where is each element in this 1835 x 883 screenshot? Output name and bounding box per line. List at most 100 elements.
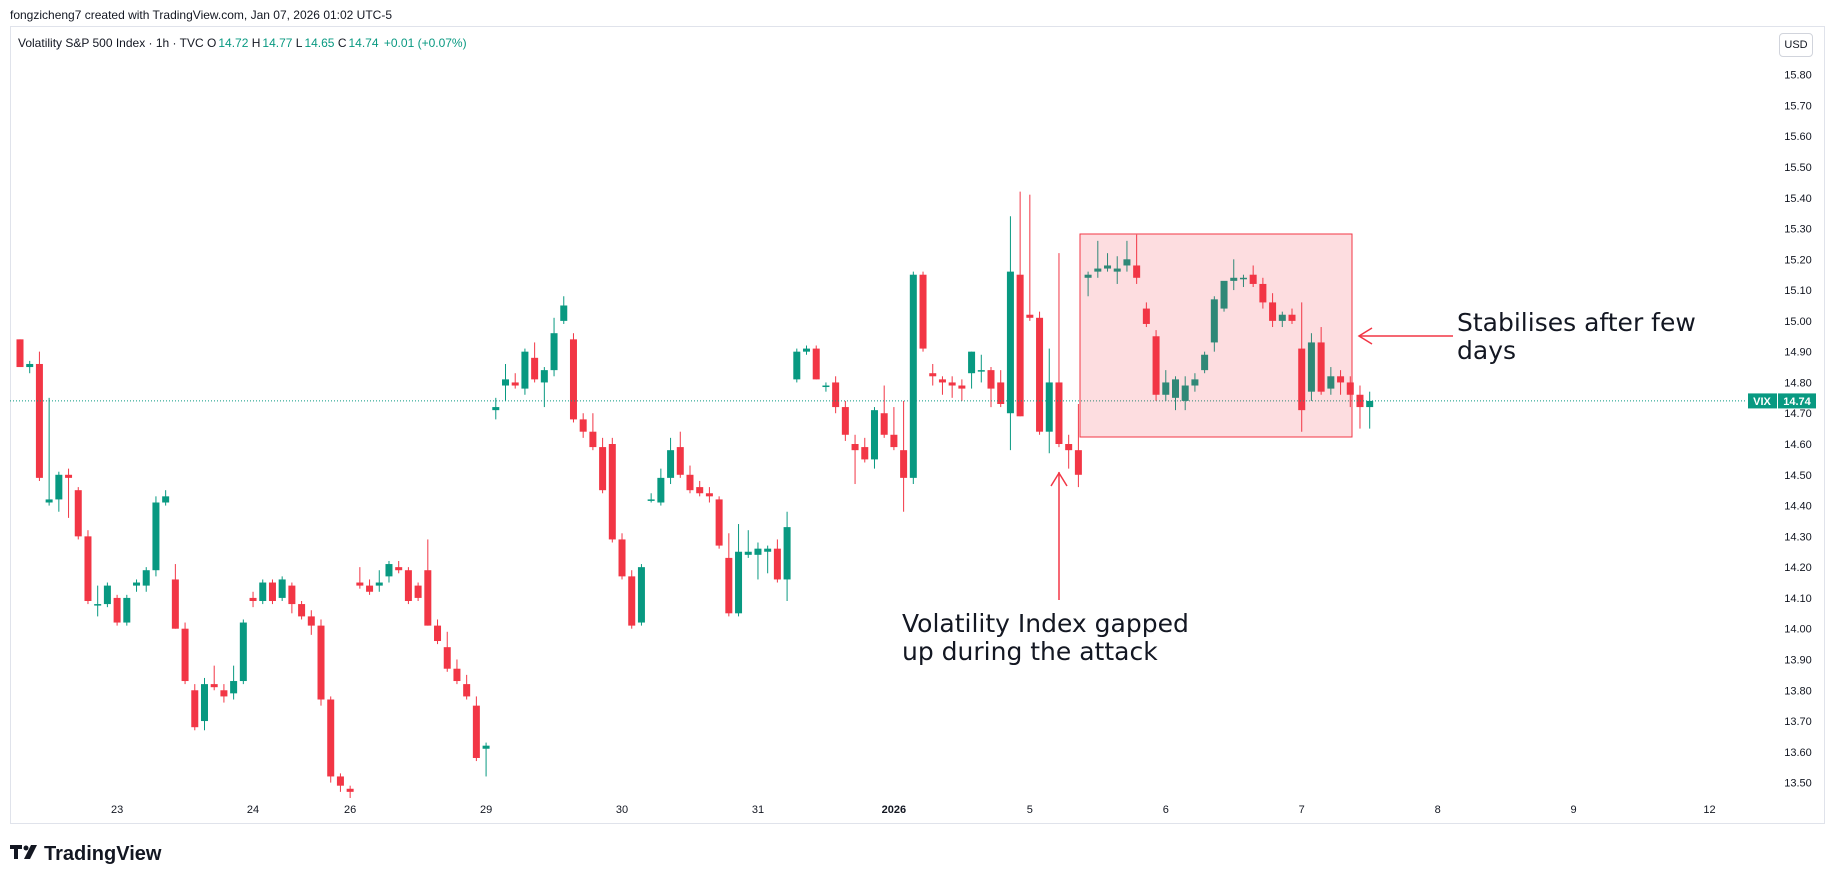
candle[interactable] [628, 570, 636, 629]
candle[interactable] [531, 342, 539, 383]
candle[interactable] [268, 579, 276, 605]
candle[interactable] [230, 665, 238, 700]
candle[interactable] [938, 376, 946, 395]
candle[interactable] [1249, 265, 1257, 288]
candle[interactable] [35, 351, 43, 481]
candle[interactable] [181, 622, 189, 685]
candle[interactable] [1123, 240, 1131, 272]
candle[interactable] [26, 360, 34, 374]
candle[interactable] [1036, 311, 1044, 435]
candle[interactable] [1346, 376, 1354, 408]
symbol-legend[interactable]: Volatility S&P 500 Index · 1h · TVC O 14.… [18, 36, 467, 50]
candle[interactable] [1113, 256, 1121, 284]
candle[interactable] [434, 619, 442, 645]
candle[interactable] [278, 576, 286, 601]
consolidation-box[interactable] [1079, 233, 1353, 438]
candle[interactable] [1210, 296, 1218, 352]
candle[interactable] [327, 696, 335, 783]
candle[interactable] [851, 434, 859, 485]
candle[interactable] [550, 317, 558, 377]
candle[interactable] [1259, 277, 1267, 309]
candle[interactable] [618, 533, 626, 580]
candle[interactable] [1298, 302, 1306, 432]
candle[interactable] [744, 530, 752, 558]
candle[interactable] [1055, 253, 1063, 448]
candle[interactable] [773, 539, 781, 583]
candle[interactable] [1094, 240, 1102, 278]
candle[interactable] [589, 413, 597, 451]
currency-button[interactable]: USD [1779, 33, 1813, 57]
candle[interactable] [968, 351, 976, 389]
candle[interactable] [735, 524, 743, 617]
candle[interactable] [443, 631, 451, 672]
candle[interactable] [822, 382, 830, 392]
candle[interactable] [1239, 274, 1247, 288]
candle[interactable] [1191, 373, 1199, 392]
candle[interactable] [861, 437, 869, 463]
candle[interactable] [997, 370, 1005, 408]
candle[interactable] [803, 345, 811, 355]
candle[interactable] [385, 560, 393, 583]
candle[interactable] [463, 674, 471, 700]
candle[interactable] [152, 496, 160, 577]
candle[interactable] [599, 437, 607, 494]
candle[interactable] [1084, 271, 1092, 297]
candle[interactable] [317, 619, 325, 706]
candle[interactable] [832, 376, 840, 414]
candle[interactable] [841, 400, 849, 441]
box-note-line1[interactable]: Stabilises after few [1457, 308, 1696, 337]
candle[interactable] [55, 471, 63, 512]
candle[interactable] [200, 677, 208, 731]
candle[interactable] [1366, 391, 1374, 429]
candle[interactable] [1016, 191, 1024, 417]
candle[interactable] [502, 363, 509, 401]
candle[interactable] [919, 271, 927, 352]
candle[interactable] [94, 585, 102, 617]
candle[interactable] [890, 407, 898, 451]
candle[interactable] [696, 480, 704, 497]
candle[interactable] [1356, 385, 1364, 429]
candle[interactable] [133, 579, 141, 592]
candle[interactable] [647, 493, 655, 503]
candle[interactable] [560, 296, 568, 324]
candle[interactable] [1006, 216, 1014, 451]
candle[interactable] [45, 397, 53, 506]
candle[interactable] [637, 564, 645, 626]
candle[interactable] [249, 591, 257, 608]
candle[interactable] [715, 496, 723, 549]
candle[interactable] [958, 379, 966, 401]
candle[interactable] [395, 560, 403, 574]
candle[interactable] [482, 742, 490, 777]
arrow-left-annotation[interactable] [1357, 327, 1453, 345]
candle[interactable] [1181, 376, 1189, 411]
candle[interactable] [1171, 376, 1179, 411]
candle[interactable] [259, 579, 267, 605]
candle[interactable] [579, 413, 587, 438]
candle[interactable] [1327, 367, 1335, 395]
candle[interactable] [540, 367, 548, 408]
candle[interactable] [1201, 351, 1209, 374]
candle[interactable] [142, 567, 150, 592]
candle[interactable] [783, 511, 791, 601]
candle[interactable] [375, 570, 383, 592]
candle[interactable] [1278, 311, 1286, 328]
candle[interactable] [977, 354, 985, 383]
candle[interactable] [1074, 403, 1082, 488]
candle[interactable] [210, 665, 218, 691]
candle[interactable] [366, 579, 374, 595]
candle[interactable] [424, 539, 432, 626]
candle[interactable] [1142, 302, 1150, 328]
candle[interactable] [103, 582, 111, 608]
candle[interactable] [754, 542, 762, 580]
candle[interactable] [900, 400, 908, 512]
candle[interactable] [948, 376, 956, 398]
candle[interactable] [298, 600, 306, 620]
candle[interactable] [1230, 259, 1238, 291]
candle[interactable] [521, 348, 529, 395]
tradingview-logo[interactable]: TradingView [10, 842, 161, 866]
candle[interactable] [608, 437, 616, 543]
candle[interactable] [288, 582, 296, 614]
candle[interactable] [987, 367, 995, 408]
candle[interactable] [812, 345, 820, 380]
candle[interactable] [74, 487, 82, 540]
